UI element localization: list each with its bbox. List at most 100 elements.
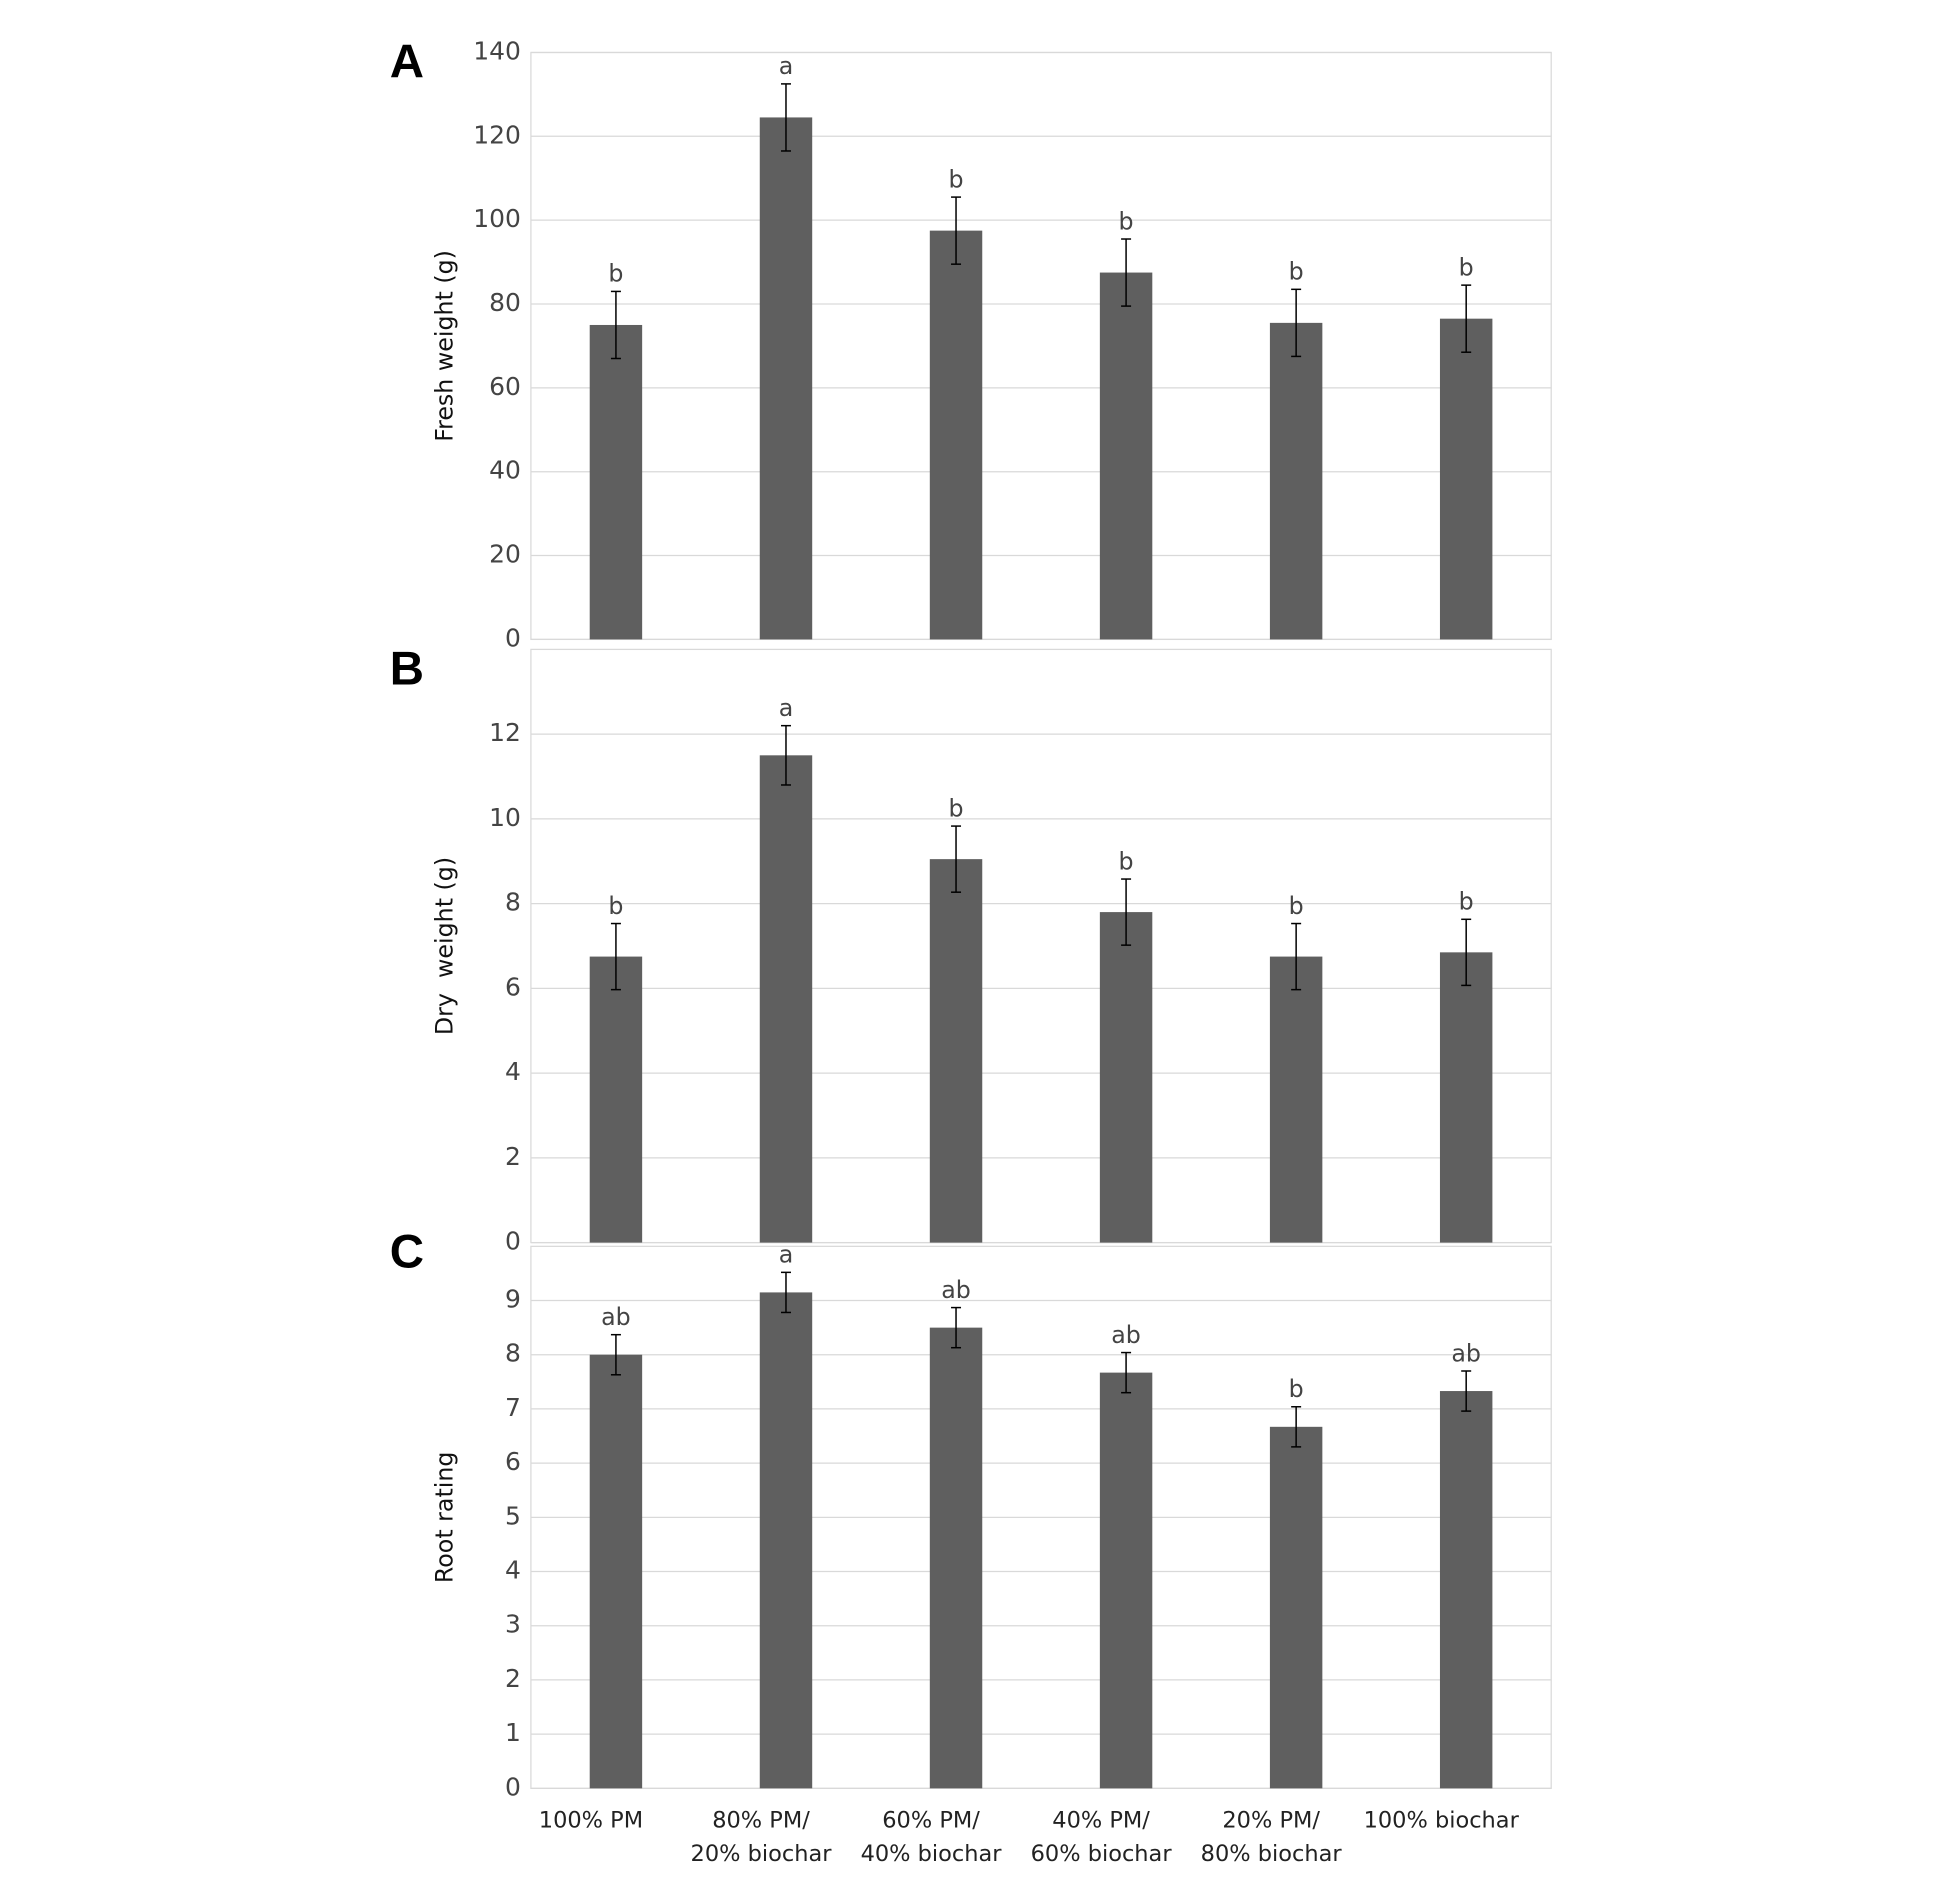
bar xyxy=(929,1327,983,1789)
y-tick-label: 8 xyxy=(505,1339,521,1368)
error-bar xyxy=(1291,922,1302,991)
x-tick-label: 100% biochar xyxy=(1364,1807,1520,1833)
bar xyxy=(1269,322,1323,640)
y-tick-label: 6 xyxy=(505,972,521,1001)
y-tick-label: 2 xyxy=(505,1664,521,1693)
x-tick-label: 100% PM xyxy=(539,1807,643,1833)
y-tick-label: 0 xyxy=(505,623,521,652)
bar xyxy=(589,324,643,640)
error-bar xyxy=(1461,1370,1472,1412)
bar xyxy=(1099,912,1153,1243)
error-bar xyxy=(951,1306,962,1349)
bar xyxy=(759,1292,813,1789)
significance-letter: b xyxy=(1289,1375,1304,1403)
error-bar xyxy=(780,1271,791,1314)
y-tick-label: 12 xyxy=(489,718,521,747)
y-tick-label: 4 xyxy=(505,1556,521,1585)
bar xyxy=(1099,1372,1153,1789)
bar xyxy=(1439,318,1493,640)
y-tick-label: 140 xyxy=(473,36,521,65)
plot-frame xyxy=(530,648,1552,1244)
bar xyxy=(1439,1391,1493,1789)
significance-letter: ab xyxy=(1451,1339,1481,1367)
error-bar xyxy=(610,922,621,991)
error-bar xyxy=(951,196,962,265)
y-axis-label: Root rating xyxy=(430,1452,458,1584)
significance-letter: a xyxy=(779,694,794,722)
y-tick-label: 0 xyxy=(505,1772,521,1801)
error-bar xyxy=(1121,878,1132,946)
bar xyxy=(589,1354,643,1789)
x-tick-label: 80% biochar xyxy=(1201,1841,1343,1867)
y-tick-label: 6 xyxy=(505,1447,521,1476)
bar xyxy=(1099,272,1153,640)
significance-letter: b xyxy=(608,892,623,920)
y-tick-label: 20 xyxy=(489,540,521,569)
y-tick-label: 40 xyxy=(489,456,521,485)
panel-label: B xyxy=(390,642,424,695)
x-tick-label: 40% biochar xyxy=(861,1841,1003,1867)
x-tick-label: 60% biochar xyxy=(1031,1841,1173,1867)
y-tick-label: 7 xyxy=(505,1393,521,1422)
error-bar xyxy=(610,290,621,360)
y-tick-label: 0 xyxy=(505,1227,521,1256)
y-tick-label: 8 xyxy=(505,888,521,917)
error-bar xyxy=(780,83,791,152)
significance-letter: ab xyxy=(601,1303,631,1331)
error-bar xyxy=(1291,288,1302,358)
panel-label: C xyxy=(390,1226,424,1279)
significance-letter: ab xyxy=(1111,1321,1141,1349)
x-tick-label: 80% PM/ xyxy=(712,1807,810,1833)
error-bar xyxy=(610,1333,621,1376)
bar xyxy=(1269,956,1323,1243)
y-tick-label: 9 xyxy=(505,1285,521,1314)
y-axis-label: Fresh weight (g) xyxy=(430,250,458,442)
y-tick-label: 10 xyxy=(489,803,521,832)
bar xyxy=(589,956,643,1243)
significance-letter: b xyxy=(949,794,964,822)
y-tick-label: 100 xyxy=(473,204,521,233)
panel-label: A xyxy=(390,35,424,88)
significance-letter: b xyxy=(608,260,623,288)
bar xyxy=(929,859,983,1243)
x-tick-label: 60% PM/ xyxy=(882,1807,980,1833)
bar xyxy=(759,755,813,1243)
x-tick-label: 40% PM/ xyxy=(1052,1807,1150,1833)
y-tick-label: 120 xyxy=(473,120,521,149)
significance-letter: a xyxy=(779,52,794,80)
error-bar xyxy=(1461,284,1472,353)
significance-letter: b xyxy=(1289,892,1304,920)
y-tick-label: 3 xyxy=(505,1610,521,1639)
significance-letter: a xyxy=(779,1241,794,1269)
x-tick-label: 20% PM/ xyxy=(1222,1807,1320,1833)
x-tick-label: 20% biochar xyxy=(691,1841,833,1867)
error-bar xyxy=(1121,238,1132,307)
significance-letter: b xyxy=(949,165,964,193)
y-tick-label: 60 xyxy=(489,372,521,401)
significance-letter: b xyxy=(1459,253,1474,281)
significance-letter: ab xyxy=(941,1276,971,1304)
bar xyxy=(1439,952,1493,1243)
bar xyxy=(929,230,983,640)
bar xyxy=(1269,1426,1323,1789)
y-tick-label: 5 xyxy=(505,1501,521,1530)
significance-letter: b xyxy=(1119,207,1134,235)
panel-2: 0 1 2 3 4 5 6 7 8 9 C Root rating ab 100% PM a 80% PM/2… xyxy=(390,1226,1552,1867)
y-tick-label: 2 xyxy=(505,1142,521,1171)
error-bar xyxy=(1121,1351,1132,1394)
bar xyxy=(759,117,813,640)
panel-1: 0 2 4 6 8 10 12 B Dry weight (g) b a b b b b xyxy=(390,642,1552,1256)
plot-frame xyxy=(530,51,1552,641)
significance-letter: b xyxy=(1289,258,1304,286)
panel-0: 0 20 40 60 80 100 120 140 A Fresh weight (g) b a b b b… xyxy=(390,35,1552,652)
y-tick-label: 4 xyxy=(505,1057,521,1086)
error-bar xyxy=(1461,918,1472,987)
significance-letter: b xyxy=(1119,847,1134,875)
error-bar xyxy=(951,825,962,893)
significance-letter: b xyxy=(1459,888,1474,916)
y-tick-label: 1 xyxy=(505,1718,521,1747)
y-axis-label: Dry weight (g) xyxy=(430,857,458,1035)
y-tick-label: 80 xyxy=(489,288,521,317)
